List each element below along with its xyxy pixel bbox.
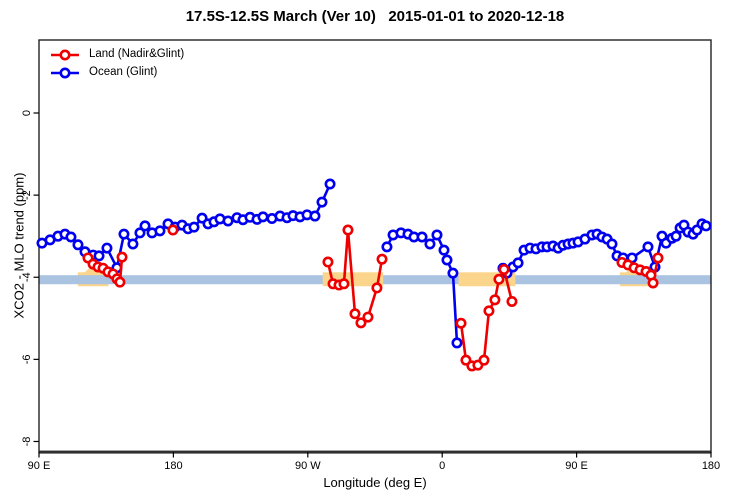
x-axis-label: Longitude (deg E)	[323, 475, 427, 490]
data-point-land	[371, 282, 383, 294]
data-point-ocean	[324, 178, 336, 190]
data-point-land	[647, 277, 659, 289]
data-point-ocean	[139, 220, 151, 232]
y-axis-label: XCO2 - MLO trend (ppm)	[11, 172, 27, 319]
data-point-ocean	[134, 227, 146, 239]
y-tick-label: -2	[21, 190, 33, 200]
data-point-ocean	[670, 230, 682, 242]
data-point-land	[342, 224, 354, 236]
data-point-ocean	[309, 210, 321, 222]
legend-item-ocean: Ocean (Glint)	[50, 65, 184, 80]
data-point-ocean	[512, 257, 524, 269]
data-point-ocean	[606, 238, 618, 250]
data-point-ocean	[431, 229, 443, 241]
legend-label-land: Land (Nadir&Glint)	[89, 48, 185, 60]
data-point-ocean	[127, 238, 139, 250]
data-point-land	[114, 276, 126, 288]
y-tick-label: -8	[21, 437, 33, 447]
land-series-swatch-icon	[51, 49, 79, 60]
data-point-land	[489, 294, 501, 306]
y-tick-label: 0	[21, 110, 33, 116]
data-point-land	[455, 317, 467, 329]
data-point-land	[376, 253, 388, 265]
data-point-land	[493, 273, 505, 285]
data-point-ocean	[451, 337, 463, 349]
data-point-land	[167, 224, 179, 236]
data-point-land	[349, 308, 361, 320]
data-point-ocean	[700, 220, 712, 232]
data-point-ocean	[154, 225, 166, 237]
data-point-land	[116, 251, 128, 263]
data-point-ocean	[118, 228, 130, 240]
data-point-land	[652, 252, 664, 264]
data-point-ocean	[101, 242, 113, 254]
data-point-ocean	[316, 196, 328, 208]
chart-title: 17.5S-12.5S March (Ver 10) 2015-01-01 to…	[185, 8, 565, 25]
data-point-ocean	[222, 215, 234, 227]
legend-label-ocean: Ocean (Glint)	[89, 66, 158, 78]
data-point-land	[478, 354, 490, 366]
data-point-ocean	[642, 241, 654, 253]
data-point-ocean	[441, 254, 453, 266]
legend: Land (Nadir&Glint) Ocean (Glint)	[50, 47, 184, 80]
data-point-land	[355, 317, 367, 329]
x-tick-label: 90 W	[295, 460, 321, 472]
data-point-land	[506, 295, 518, 307]
data-point-ocean	[381, 241, 393, 253]
data-point-land	[498, 263, 510, 275]
data-point-ocean	[447, 267, 459, 279]
data-point-ocean	[424, 238, 436, 250]
data-point-ocean	[416, 231, 428, 243]
data-point-land	[483, 305, 495, 317]
y-tick-label: -4	[21, 272, 33, 282]
ocean-series-swatch-icon	[51, 67, 79, 78]
data-point-ocean	[188, 221, 200, 233]
data-point-land	[322, 256, 334, 268]
x-tick-label: 0	[439, 460, 445, 472]
legend-item-land: Land (Nadir&Glint)	[50, 47, 184, 62]
x-tick-label: 90 E	[565, 460, 588, 472]
x-tick-label: 180	[702, 460, 720, 472]
data-point-land	[362, 311, 374, 323]
x-tick-label: 180	[164, 460, 182, 472]
data-point-land	[338, 278, 350, 290]
y-tick-label: -6	[21, 354, 33, 364]
data-point-ocean	[72, 239, 84, 251]
data-point-ocean	[93, 250, 105, 262]
data-point-ocean	[438, 244, 450, 256]
data-point-ocean	[257, 211, 269, 223]
x-tick-label: 90 E	[28, 460, 51, 472]
data-point-ocean	[65, 231, 77, 243]
